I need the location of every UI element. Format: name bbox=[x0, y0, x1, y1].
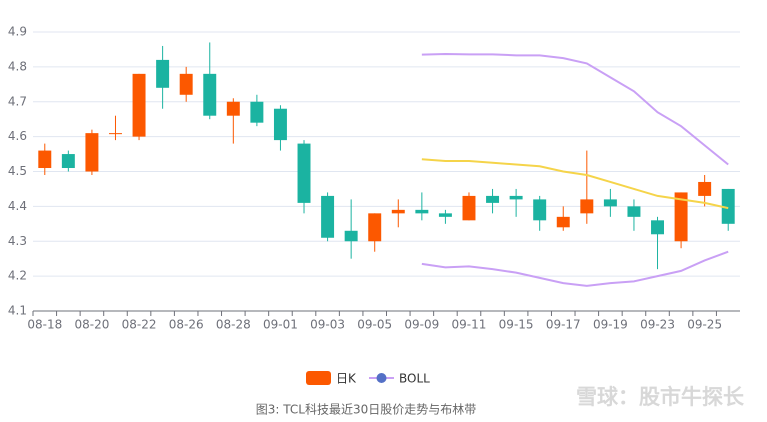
boll-mid bbox=[421, 158, 729, 210]
y-tick-label: 4.4 bbox=[8, 199, 27, 213]
x-tick-label: 09-23 bbox=[640, 318, 675, 332]
x-tick-label: 08-18 bbox=[27, 318, 62, 332]
x-tick-label: 09-19 bbox=[593, 318, 628, 332]
legend-label: 日K bbox=[336, 372, 357, 386]
legend-marker bbox=[376, 373, 387, 383]
x-tick-label: 08-26 bbox=[169, 318, 204, 332]
y-tick-label: 4.9 bbox=[8, 25, 27, 39]
candle-body bbox=[61, 154, 75, 169]
watermark: 雪球：股市牛探长 bbox=[576, 385, 745, 409]
candle-body bbox=[509, 195, 523, 200]
candle-body bbox=[415, 209, 429, 214]
y-tick-label: 4.7 bbox=[8, 94, 27, 108]
boll-lower bbox=[421, 250, 729, 287]
candle-body bbox=[651, 220, 664, 235]
x-tick-label: 09-25 bbox=[687, 318, 722, 332]
y-tick-label: 4.2 bbox=[8, 269, 27, 283]
candle-body bbox=[85, 133, 99, 172]
y-tick-label: 4.8 bbox=[8, 59, 27, 73]
legend-label: BOLL bbox=[399, 372, 430, 386]
candle-body bbox=[344, 230, 358, 242]
x-tick-label: 09-17 bbox=[546, 318, 581, 332]
candle-body bbox=[721, 188, 735, 224]
y-tick-label: 4.6 bbox=[8, 129, 27, 143]
y-tick-label: 4.3 bbox=[8, 234, 27, 248]
x-tick-label: 09-11 bbox=[452, 318, 487, 332]
x-tick-label: 08-28 bbox=[216, 318, 251, 332]
candle-body bbox=[603, 199, 617, 207]
candle-body bbox=[203, 73, 217, 116]
candle-body bbox=[321, 195, 335, 238]
candle-body bbox=[627, 206, 641, 217]
y-tick-label: 4.1 bbox=[8, 304, 27, 318]
legend-swatch bbox=[306, 371, 331, 385]
candle-body bbox=[486, 195, 500, 203]
caption: 图3: TCL科技最近30日股价走势与布林带 bbox=[256, 403, 476, 417]
candle-body bbox=[273, 108, 287, 141]
x-tick-label: 08-20 bbox=[74, 318, 109, 332]
x-tick-label: 09-05 bbox=[357, 318, 392, 332]
candle-body bbox=[391, 209, 405, 214]
candle-body bbox=[556, 216, 570, 228]
candle-body bbox=[698, 181, 712, 196]
candle-body bbox=[156, 59, 170, 88]
candle-body bbox=[580, 199, 594, 214]
candle-body bbox=[250, 101, 264, 123]
candle-body bbox=[226, 101, 240, 116]
candle-body bbox=[297, 143, 311, 203]
candle-body bbox=[533, 199, 547, 221]
candle-body bbox=[179, 73, 193, 95]
x-tick-label: 09-01 bbox=[263, 318, 298, 332]
x-tick-label: 09-15 bbox=[499, 318, 534, 332]
candle-body bbox=[109, 133, 122, 135]
y-tick-label: 4.5 bbox=[8, 164, 27, 178]
candle-body bbox=[438, 213, 452, 217]
x-tick-label: 09-03 bbox=[310, 318, 345, 332]
candle-body bbox=[462, 195, 476, 221]
x-tick-label: 09-09 bbox=[404, 318, 439, 332]
candle-body bbox=[38, 150, 52, 169]
candle-body bbox=[674, 192, 688, 242]
candle-body bbox=[132, 73, 146, 137]
boll-upper bbox=[421, 52, 729, 166]
x-tick-label: 08-22 bbox=[122, 318, 157, 332]
candle-body bbox=[368, 213, 382, 242]
